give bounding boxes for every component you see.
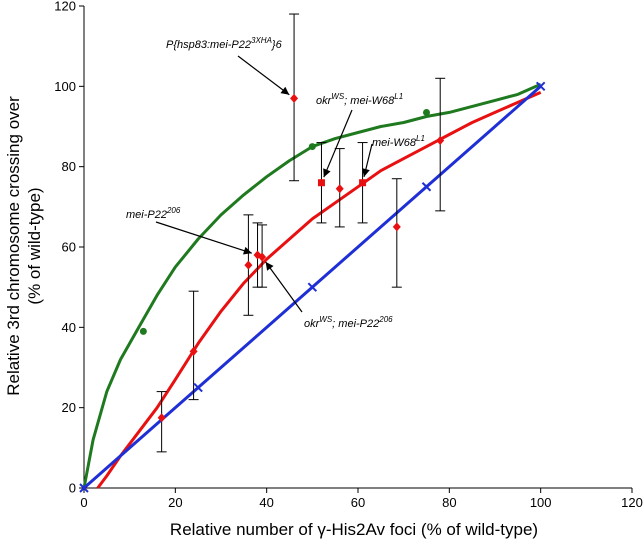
data-point-diamond [436, 136, 445, 146]
x-tick-label: 0 [80, 495, 87, 510]
data-point-circle [308, 143, 316, 151]
axes: 0 20 40 60 80 100 120 0 20 40 60 80 100 120 [54, 0, 643, 510]
annotation-arrowhead [323, 168, 331, 178]
data-point-diamond [244, 260, 253, 270]
annotation-hsp83-mei-p22: P{hsp83:mei-P223XHA}6 [166, 36, 283, 51]
data-point-diamond [157, 413, 166, 423]
annotation-okr-mei-w68: okrWS; mei-W68L1 [316, 92, 403, 107]
data-point-square [317, 179, 325, 187]
y-axis-subtitle: (% of wild-type) [25, 187, 44, 304]
data-point-diamond [392, 222, 401, 232]
x-axis-title: Relative number of γ-His2Av foci (% of w… [170, 520, 538, 539]
y-tick-label: 20 [62, 400, 76, 415]
data-point-diamond [335, 184, 344, 194]
data-points [79, 81, 546, 493]
data-point-x [535, 81, 546, 92]
fit-curve-0 [82, 82, 542, 489]
annotation-mei-p22: mei-P22206 [126, 206, 181, 221]
data-point-x [79, 483, 89, 493]
y-tick-label: 0 [69, 481, 76, 496]
annotation-okr-mei-p22: okrWS; mei-P22206 [304, 315, 393, 330]
x-tick-label: 100 [530, 495, 552, 510]
data-point-square [359, 179, 367, 187]
x-tick-label: 60 [351, 495, 365, 510]
fit-curve-1 [96, 91, 542, 489]
data-point-diamond [189, 346, 198, 356]
data-point-diamond [290, 93, 299, 103]
y-tick-label: 60 [62, 240, 76, 255]
data-point-diamond [258, 252, 267, 262]
y-tick-label: 100 [54, 79, 76, 94]
annotation-arrow [155, 221, 253, 254]
x-tick-label: 40 [259, 495, 273, 510]
data-point-circle [423, 108, 430, 116]
x-tick-label: 20 [168, 495, 182, 510]
y-tick-label: 80 [62, 159, 76, 174]
y-tick-label: 40 [62, 320, 76, 335]
annotation-mei-w68: mei-W68L1 [372, 134, 425, 149]
annotation-arrowhead [265, 261, 274, 271]
x-tick-label: 80 [442, 495, 456, 510]
data-point-x [421, 182, 432, 192]
annotation-arrow [265, 261, 303, 313]
x-tick-label: 120 [621, 495, 643, 510]
annotation-arrowhead [361, 168, 370, 177]
y-tick-label: 120 [54, 0, 76, 14]
annotation-arrowhead [280, 86, 290, 95]
y-axis-title: Relative 3rd chromosome crossing over [4, 96, 23, 396]
annotations: P{hsp83:mei-P223XHA}6 okrWS; mei-W68L1 m… [126, 36, 425, 330]
data-point-x [307, 282, 318, 292]
data-point-circle [139, 327, 147, 335]
annotation-arrow [237, 55, 290, 96]
annotation-arrowhead [242, 246, 252, 255]
data-point-x [193, 382, 203, 393]
annotation-arrow [323, 109, 353, 178]
